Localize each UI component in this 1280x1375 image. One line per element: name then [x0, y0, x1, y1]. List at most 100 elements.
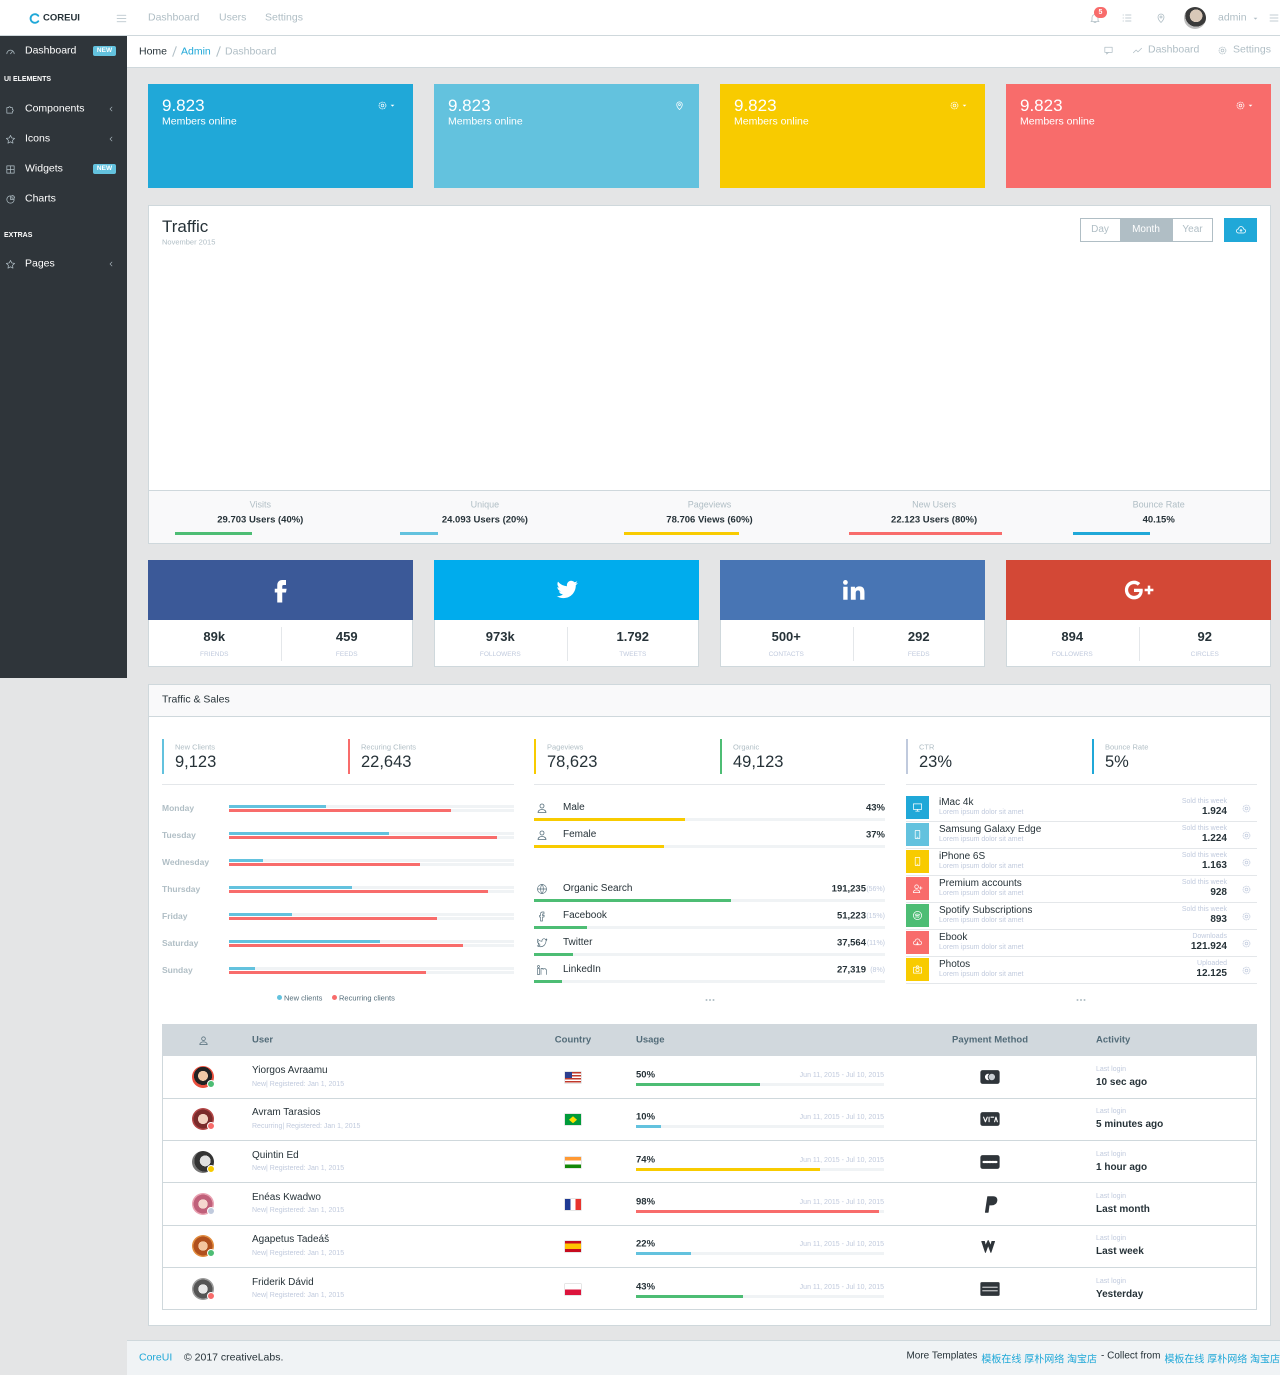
nav-link[interactable]: Users: [219, 11, 247, 24]
breadcrumb-action[interactable]: Dashboard: [1148, 43, 1200, 56]
usage-value: 74%: [636, 1153, 656, 1165]
product-icon: [913, 938, 922, 946]
breadcrumb-chart-icon: [1132, 47, 1142, 53]
period-button[interactable]: [1172, 218, 1213, 242]
user-name: Yiorgos Avraamu: [252, 1065, 328, 1076]
notification-count: 5: [1098, 8, 1103, 16]
sidebar-link[interactable]: Icons: [25, 132, 51, 145]
brand-logo: [29, 12, 39, 24]
product-metric-label: Sold this week: [1181, 905, 1227, 913]
breadcrumb-bar: [127, 36, 1280, 68]
callout-border: [1092, 739, 1094, 774]
icon-shape: [1248, 104, 1252, 107]
footer-text[interactable]: 模板在线 厚朴网络 淘宝店: [1164, 1354, 1280, 1365]
product-icon: [914, 830, 921, 839]
bar-track: [229, 967, 514, 970]
callout-border: [348, 739, 350, 774]
social-stat-value: 894: [1061, 629, 1084, 645]
product-title: iPhone 6S: [939, 850, 986, 862]
icon-shape: [982, 1286, 998, 1291]
product-subtitle: Lorem ipsum dolor sit amet: [939, 835, 1024, 843]
footer-brand[interactable]: CoreUI: [139, 1351, 173, 1364]
icon-shape: [378, 101, 386, 109]
new-clients-bar: [229, 940, 381, 943]
icon-shape: [540, 968, 547, 975]
bar-track: [229, 859, 514, 862]
sidebar-link[interactable]: Charts: [25, 192, 56, 205]
product-metric-label: Sold this week: [1181, 878, 1227, 886]
icon-shape: [705, 999, 708, 1001]
callout-value: 9,123: [175, 752, 217, 771]
icon-shape: [198, 1041, 208, 1045]
sidebar-heading: EXTRAS: [4, 231, 33, 239]
product-row-rule: [906, 902, 1257, 903]
icon-shape: [984, 1196, 998, 1213]
traffic-stat-bar: [399, 532, 438, 535]
icon-shape: [29, 12, 39, 24]
source-bar: [534, 899, 731, 902]
user-meta: Recurring| Registered: Jan 1, 2015: [252, 1122, 361, 1130]
sidebar-icon: [5, 259, 15, 269]
product-title: Premium accounts: [939, 877, 1022, 889]
payment-icon: [984, 1196, 998, 1213]
payment-icon: [980, 1070, 1000, 1084]
product-row-rule: [906, 875, 1257, 876]
product-icon: [913, 884, 923, 893]
icon-shape: [537, 965, 540, 968]
user-avatar[interactable]: [1184, 7, 1206, 29]
icon-shape: [980, 1281, 1000, 1296]
footer-text[interactable]: 模板在线 厚朴网络 淘宝店: [981, 1354, 1097, 1365]
traffic-stat-bar: [624, 532, 740, 535]
card-caret: [1248, 104, 1252, 107]
breadcrumb-action[interactable]: Settings: [1233, 43, 1271, 56]
sidebar-link[interactable]: Components: [25, 102, 85, 115]
traffic-stat-value: 24.093 Users (20%): [441, 513, 528, 525]
sidebar-link[interactable]: Pages: [25, 257, 55, 270]
period-button[interactable]: [1120, 218, 1173, 242]
breadcrumb-item[interactable]: Admin: [181, 45, 211, 58]
footer-text: More Templates: [906, 1350, 978, 1361]
period-label: Day: [1091, 224, 1109, 235]
sidebar-link[interactable]: Dashboard: [25, 44, 77, 57]
recurring-clients-bar: [229, 890, 489, 893]
user-name[interactable]: admin: [1218, 11, 1247, 24]
submenu-chevron: [109, 136, 113, 142]
nav-link[interactable]: Dashboard: [148, 11, 200, 24]
bar-track: [534, 953, 885, 956]
product-metric-value: 928: [1210, 887, 1227, 898]
stat-card: [434, 84, 699, 188]
breadcrumb-item[interactable]: Home: [139, 45, 168, 58]
icon-shape: [915, 808, 920, 812]
page-footer: [127, 1340, 1280, 1375]
callout-label: Recuring Clients: [361, 742, 417, 752]
sidebar-link[interactable]: Widgets: [25, 162, 63, 175]
user-status: [207, 1164, 215, 1173]
icon-shape: [1105, 51, 1109, 55]
gender-icon: [537, 803, 547, 813]
social-stat-value: 1.792: [616, 629, 650, 645]
icon-shape: [5, 134, 15, 144]
source-bar: [534, 953, 573, 956]
sidebar-heading: UI ELEMENTS: [4, 75, 52, 83]
social-icon: [274, 580, 287, 603]
social-stat-value: 92: [1197, 629, 1212, 645]
icon-shape: [109, 261, 113, 267]
icon-shape: [913, 886, 923, 893]
country-flag: [565, 1283, 581, 1295]
sidebar-icon: [5, 105, 14, 114]
activity-label: Last login: [1096, 1234, 1126, 1242]
product-metric-value: 893: [1210, 914, 1227, 925]
traffic-stat-bar: [848, 532, 1003, 535]
sales-card-header: [149, 685, 1270, 717]
activity-label: Last login: [1096, 1108, 1126, 1116]
nav-link[interactable]: Settings: [265, 11, 303, 24]
breadcrumb-item: Dashboard: [225, 45, 277, 58]
stat-card-value: 9.823: [734, 95, 777, 115]
icon-shape: [537, 968, 540, 975]
icon-shape: [5, 105, 14, 114]
usage-period: Jun 11, 2015 - Jul 10, 2015: [799, 1156, 884, 1164]
breadcrumb-gear-icon: [1218, 46, 1226, 54]
payment-icon: [981, 1240, 996, 1254]
column-header: Activity: [1096, 1034, 1131, 1046]
